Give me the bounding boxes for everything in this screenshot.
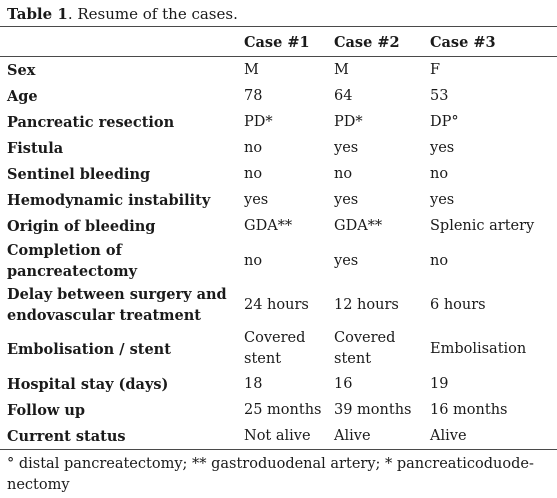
row-label: Follow up [7,401,86,419]
table-row: Embolisation / stent Covered stent Cover… [0,327,557,371]
cell-case-3: F [430,61,441,78]
cell-case-2: Covered stent [334,330,396,367]
table-row: Hospital stay (days) 18 16 19 [0,371,557,397]
cell-case-2: yes [334,139,359,156]
table-footnote: ° distal pancreatectomy; ** gastroduoden… [7,456,534,493]
row-label: Fistula [7,139,64,157]
cell-case-1: Covered stent [244,330,306,367]
cell-case-3: 6 hours [430,296,486,313]
cell-case-3: Splenic artery [430,217,535,234]
cell-case-3: Embolisation [430,340,527,357]
cell-case-1: no [244,252,263,269]
header-case-2: Case #2 [332,27,429,57]
row-label: Embolisation / stent [7,340,171,358]
cell-case-2: 12 hours [334,296,399,313]
row-label: Delay between surgery and endovascular t… [7,286,227,324]
table-row: Hemodynamic instability yes yes yes [0,187,557,213]
cell-case-3: 19 [430,375,449,392]
cell-case-1: PD* [244,113,273,130]
cell-case-1: 78 [244,87,263,104]
cell-case-1: 25 months [244,401,322,418]
table-container: Case #1 Case #2 Case #3 Sex M M F Age 78… [0,26,557,450]
table-row: Completion of pancreatectomy no yes no [0,239,557,283]
row-label: Sex [7,61,36,79]
cell-case-3: DP° [430,113,459,130]
cell-case-1: 24 hours [244,296,309,313]
cell-case-3: yes [430,191,455,208]
row-label: Pancreatic resection [7,113,175,131]
cell-case-3: yes [430,139,455,156]
cell-case-2: 16 [334,375,353,392]
caption-text: . Resume of the cases. [67,5,238,23]
cell-case-1: 18 [244,375,263,392]
header-blank [0,27,237,57]
row-label: Current status [7,427,126,445]
table-caption: Table 1. Resume of the cases. [7,5,238,23]
cell-case-3: no [430,252,449,269]
table-row: Sentinel bleeding no no no [0,161,557,187]
header-case-3: Case #3 [429,27,557,57]
table-row: Origin of bleeding GDA** GDA** Splenic a… [0,213,557,239]
cell-case-1: M [244,61,259,78]
row-label: Completion of pancreatectomy [7,242,138,280]
table-row: Age 78 64 53 [0,83,557,109]
row-label: Age [7,87,38,105]
table-row: Current status Not alive Alive Alive [0,423,557,449]
table-row: Sex M M F [0,57,557,84]
cell-case-1: yes [244,191,269,208]
table-row: Pancreatic resection PD* PD* DP° [0,109,557,135]
cell-case-2: 64 [334,87,353,104]
cell-case-2: PD* [334,113,363,130]
cell-case-2: M [334,61,349,78]
table-row: Fistula no yes yes [0,135,557,161]
row-label: Hemodynamic instability [7,191,211,209]
cell-case-2: Alive [334,427,371,444]
cell-case-2: GDA** [334,217,383,234]
cell-case-1: no [244,165,263,182]
caption-label: Table 1 [7,5,68,23]
header-case-1: Case #1 [237,27,332,57]
row-label: Sentinel bleeding [7,165,151,183]
cell-case-2: yes [334,191,359,208]
cases-table: Case #1 Case #2 Case #3 Sex M M F Age 78… [0,27,557,449]
table-row: Follow up 25 months 39 months 16 months [0,397,557,423]
header-row: Case #1 Case #2 Case #3 [0,27,557,57]
table-row: Delay between surgery and endovascular t… [0,283,557,327]
cell-case-1: no [244,139,263,156]
row-label: Hospital stay (days) [7,375,169,393]
cell-case-3: Alive [430,427,467,444]
cell-case-2: 39 months [334,401,412,418]
cell-case-3: 16 months [430,401,508,418]
cell-case-3: 53 [430,87,449,104]
row-label: Origin of bleeding [7,217,156,235]
cell-case-2: yes [334,252,359,269]
cell-case-1: Not alive [244,427,311,444]
cell-case-3: no [430,165,449,182]
cell-case-1: GDA** [244,217,293,234]
cell-case-2: no [334,165,353,182]
